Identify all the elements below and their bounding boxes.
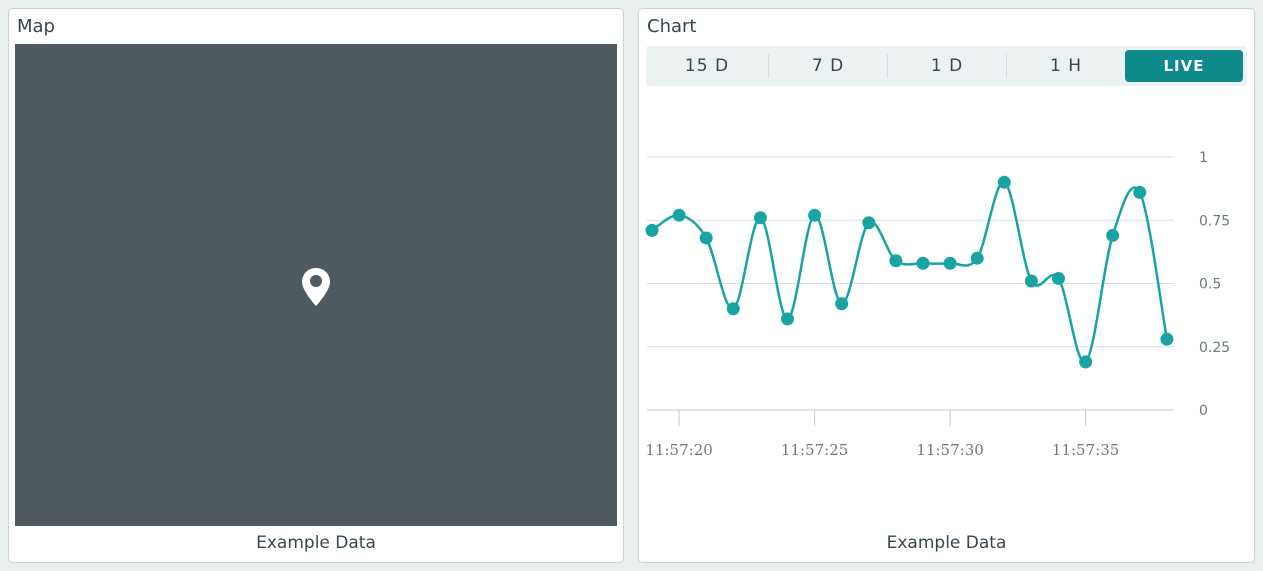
data-point xyxy=(1052,271,1065,285)
map-footer: Example Data xyxy=(256,533,376,553)
range-1h-button[interactable]: 1 H xyxy=(1049,56,1082,76)
range-divider xyxy=(1006,54,1007,78)
x-tick-label: 11:57:20 xyxy=(645,441,712,459)
data-point xyxy=(862,216,876,230)
data-point xyxy=(1106,228,1120,242)
y-tick-label: 0.5 xyxy=(1199,277,1221,293)
y-tick-label: 0.75 xyxy=(1199,213,1230,229)
data-point xyxy=(943,256,957,270)
y-tick-label: 0.25 xyxy=(1199,340,1230,356)
line-chart: 0 0.25 0.5 0.75 1 11:57:20 11:57:25 11:57:30 11:… xyxy=(645,150,1230,459)
series-line xyxy=(651,181,1169,364)
range-15d-button[interactable]: 15 D xyxy=(684,56,730,76)
data-point xyxy=(808,208,822,222)
map-pin-icon[interactable] xyxy=(301,267,331,307)
chart-footer: Example Data xyxy=(886,533,1007,553)
map-widget: Map Example Data xyxy=(8,8,624,563)
range-divider xyxy=(768,54,769,78)
data-point xyxy=(1024,274,1038,288)
x-tick-label: 11:57:25 xyxy=(781,441,848,459)
chart-widget: Chart 15 D 7 D 1 D 1 H LIVE 0 0.25 0.5 0.75… xyxy=(638,8,1255,563)
y-tick-label: 0 xyxy=(1199,403,1208,419)
range-1d-button[interactable]: 1 D xyxy=(930,56,964,76)
x-tick-label: 11:57:35 xyxy=(1052,441,1119,459)
data-point xyxy=(645,223,659,237)
chart-title: Chart xyxy=(647,16,697,37)
data-point xyxy=(997,175,1011,189)
data-point xyxy=(835,297,849,311)
range-7d-button[interactable]: 7 D xyxy=(811,56,845,76)
data-point xyxy=(916,256,930,270)
data-point xyxy=(970,251,984,265)
data-point xyxy=(1079,355,1093,369)
data-point xyxy=(672,208,686,222)
map-title: Map xyxy=(17,16,55,37)
range-live-button[interactable]: LIVE xyxy=(1125,50,1243,82)
data-point xyxy=(889,254,903,268)
data-point xyxy=(781,312,794,326)
time-range-selector: 15 D 7 D 1 D 1 H LIVE xyxy=(646,46,1247,86)
y-tick-label: 1 xyxy=(1199,150,1208,166)
range-divider xyxy=(887,54,888,78)
data-point xyxy=(1133,185,1147,199)
x-tick-label: 11:57:30 xyxy=(916,441,983,459)
data-point xyxy=(699,231,713,245)
data-point xyxy=(1160,332,1174,346)
map-view[interactable] xyxy=(15,44,617,526)
data-point xyxy=(726,302,740,316)
data-point xyxy=(753,211,767,225)
